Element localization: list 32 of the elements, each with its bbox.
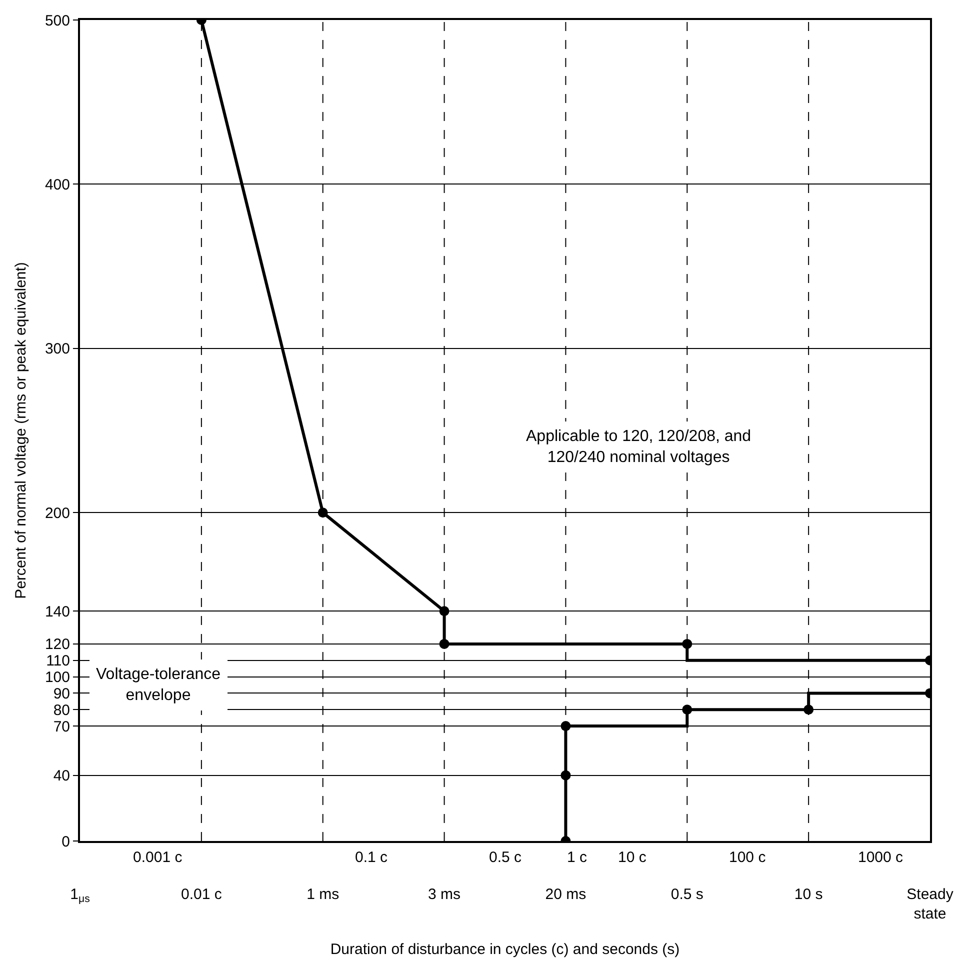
text: 10 c [618,849,647,866]
x-tick-label: 3 ms [428,886,461,903]
y-tick-label: 100 [44,669,70,686]
y-tick-label: 0 [62,833,70,850]
y-tick-label: 110 [46,652,70,670]
text: 0.1 c [355,849,388,866]
annotation: Voltage-tolerance envelope [96,666,221,704]
y-tick-label: 300 [44,340,70,358]
text: 1 c [567,849,588,866]
y-tick-label: 80 [53,702,70,719]
y-tick-label: 400 [44,176,70,194]
y-tick-label: 120 [44,636,70,654]
y-tick-label: 500 [44,12,70,30]
y-axis-title: Percent of normal voltage (rms or peak equivalent) [12,262,30,599]
y-tick-label: 40 [53,768,70,785]
x-tick-label: 0.5 s [670,886,704,903]
y-tick-label: 70 [53,718,70,736]
x-tick-label: 1 ms [306,886,340,903]
text: 100 c [729,849,766,866]
annotation: Applicable to 120, 120/208, and 120/240 nominal voltages [526,428,752,466]
x-tick-label: 0.01 c [180,886,222,903]
text: 0.5 c [489,849,522,866]
x-tick-label: Steady state [906,886,954,922]
x-axis-title: Duration of disturbance in cycles (c) and seconds (s) [330,941,680,958]
text: 1000 c [858,849,904,866]
y-tick-label: 90 [53,685,70,702]
y-tick-label: 200 [44,504,70,522]
x-tick-label: 20 ms [545,886,586,903]
y-tick-label: 140 [44,603,70,620]
text: 0.001 c [133,849,183,866]
x-tick-label: 10 s [794,886,823,903]
x-tick-label: 1$_{μs}$ [70,886,90,906]
